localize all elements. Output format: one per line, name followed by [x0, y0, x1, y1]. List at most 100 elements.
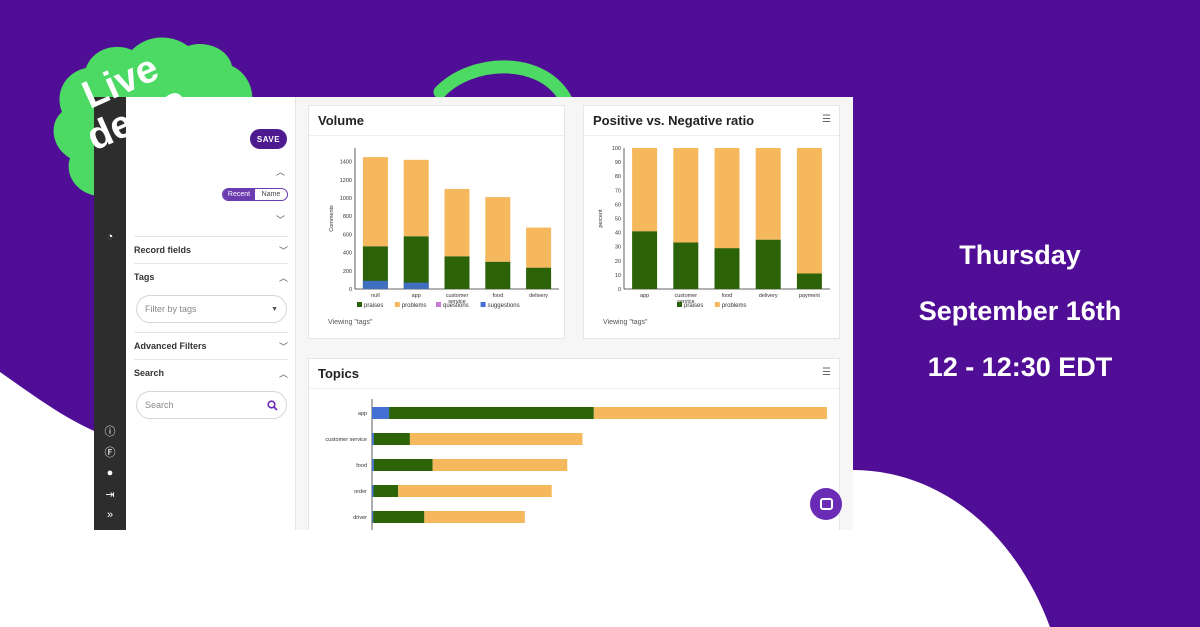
y-tick-label: 60 [615, 202, 621, 208]
icon-rail: ◔ ⓘ Ⓕ ● ⇥ » [94, 97, 126, 530]
bar-praises [444, 256, 470, 289]
y-tick-label: 70 [615, 188, 621, 194]
search-section[interactable]: Search ︿ [134, 359, 288, 386]
bar-problems [403, 159, 429, 237]
y-tick-label: order [354, 489, 367, 495]
settings-sliders-icon[interactable]: ☰ [822, 367, 831, 378]
bar-praises [632, 231, 658, 289]
x-tick-label: service [448, 299, 465, 305]
x-tick-label: customer [446, 293, 469, 299]
ratio-chart: 0 10 20 30 40 50 60 70 80 90 100 percent app customer… [598, 146, 830, 309]
chevron-down-icon[interactable]: ﹀ [276, 215, 286, 225]
sort-option-recent[interactable]: Recent [223, 189, 255, 200]
bar-praises [389, 407, 594, 419]
search-input[interactable]: Search [136, 391, 287, 419]
topics-chart: app customer service food order driver [325, 399, 827, 530]
y-tick-label: 10 [615, 273, 621, 279]
x-tick-label: food [492, 293, 503, 299]
legend-swatch [436, 302, 441, 307]
search-placeholder: Search [145, 400, 174, 410]
bar-problems [362, 157, 388, 247]
legend-label: praises [684, 303, 703, 309]
section-label: Advanced Filters [134, 341, 207, 351]
bar-problems [755, 148, 781, 240]
expand-icon[interactable]: » [106, 509, 114, 521]
tags-filter-select[interactable]: Filter by tags ▼ [136, 295, 287, 323]
chat-icon [819, 498, 833, 510]
chevron-down-icon: ﹀ [278, 245, 288, 256]
bar-praises [485, 261, 511, 289]
legend-swatch [677, 302, 682, 307]
chevron-up-icon[interactable]: ︿ [276, 167, 286, 177]
y-tick-label: 1400 [340, 160, 352, 166]
event-time: 12 - 12:30 EDT [927, 352, 1113, 382]
y-tick-label: app [358, 411, 367, 417]
bar-problems [593, 407, 827, 419]
sort-toggle[interactable]: Recent Name [222, 188, 288, 201]
y-tick-label: 400 [343, 251, 352, 257]
y-tick-label: 600 [343, 232, 352, 238]
ratio-panel: Positive vs. Negative ratio ☰ 0 10 20 30 40 5… [583, 105, 840, 339]
legend-label: suggestions [488, 303, 520, 309]
x-tick-label: payment [799, 293, 821, 299]
viewing-label: Viewing "tags" [603, 319, 648, 326]
y-tick-label: customer service [325, 437, 367, 443]
bar-praises [796, 273, 822, 289]
bar-problems [424, 511, 525, 523]
y-axis-label: Comments [329, 205, 335, 232]
chevron-up-icon: ︿ [278, 368, 288, 379]
bar-suggestions [372, 459, 374, 471]
bar-suggestions [372, 433, 374, 445]
record-fields-section[interactable]: Record fields ﹀ [134, 236, 288, 263]
save-button[interactable]: SAVE [250, 129, 287, 149]
bar-praises [755, 239, 781, 289]
x-tick-label: customer [674, 293, 697, 299]
sort-option-name[interactable]: Name [261, 191, 281, 198]
legend-label: praises [364, 303, 383, 309]
x-tick-label: food [722, 293, 733, 299]
y-tick-label: 30 [615, 245, 621, 251]
legend-swatch [480, 302, 486, 307]
bar-praises [673, 242, 699, 289]
bar-problems [526, 227, 552, 268]
tags-section[interactable]: Tags ︿ [134, 263, 288, 290]
advanced-filters-section[interactable]: Advanced Filters ﹀ [134, 332, 288, 359]
y-tick-label: 200 [343, 269, 352, 275]
settings-sliders-icon[interactable]: ☰ [822, 114, 831, 125]
y-tick-label: 1000 [340, 196, 352, 202]
bar-problems [398, 485, 552, 497]
chat-launcher-button[interactable] [810, 488, 842, 520]
bar-praises [403, 236, 429, 289]
bar-suggestions [362, 280, 388, 289]
bar-suggestions [372, 485, 374, 497]
topics-title: Topics [318, 366, 359, 381]
user-icon[interactable]: ● [106, 467, 114, 479]
info-icon[interactable]: ⓘ [104, 426, 116, 438]
bar-problems [432, 459, 568, 471]
y-tick-label: 90 [615, 160, 621, 166]
filter-icon[interactable]: Ⓕ [104, 447, 116, 459]
bar-problems [673, 148, 699, 243]
y-tick-label: 40 [615, 231, 621, 237]
x-tick-label: service [677, 299, 694, 305]
bar-problems [409, 433, 583, 445]
volume-panel: Volume 0 200 400 600 800 1000 1200 1400 Comments… [308, 105, 565, 339]
legend-label: questions [443, 303, 469, 309]
volume-chart: 0 200 400 600 800 1000 1200 1400 Comments null app… [329, 148, 559, 309]
logout-icon[interactable]: ⇥ [105, 488, 115, 501]
legend-label: problems [722, 303, 747, 309]
viewing-label: Viewing "tags" [328, 319, 373, 326]
filter-sidebar: SAVE ︿ Recent Name ﹀ Record fields ﹀ Tag… [126, 97, 296, 530]
bar-praises [526, 267, 552, 289]
search-icon[interactable] [267, 399, 278, 411]
bar-problems [444, 188, 470, 257]
section-label: Search [134, 368, 165, 378]
ratio-title: Positive vs. Negative ratio [593, 113, 755, 128]
event-date: September 16th [918, 296, 1122, 326]
legend-swatch [394, 302, 400, 307]
app-screenshot: ◔ ⓘ Ⓕ ● ⇥ » SAVE ︿ Recent Name ﹀ Record … [94, 97, 853, 530]
y-tick-label: 50 [615, 217, 621, 223]
bar-praises [373, 433, 410, 445]
circle-icon[interactable]: ◔ [106, 231, 114, 243]
bar-problems [632, 148, 658, 232]
